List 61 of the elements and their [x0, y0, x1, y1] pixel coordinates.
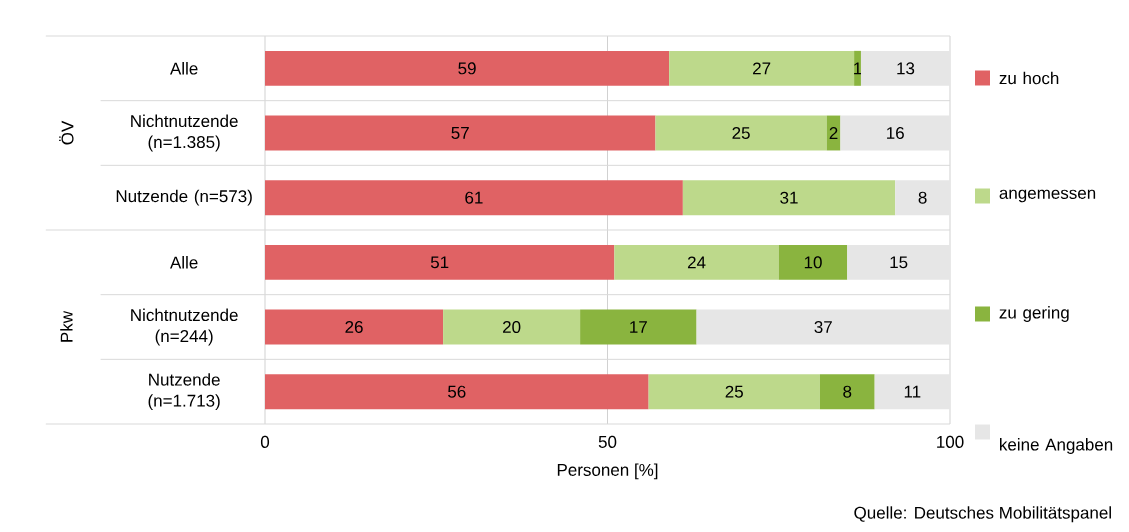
data-label: 25: [725, 385, 743, 398]
bar: [265, 309, 444, 345]
bar: [840, 115, 951, 151]
bar: [874, 374, 951, 410]
y-tick-label: Nichtnutzende (n=1.385): [131, 114, 238, 152]
data-label: 56: [448, 385, 466, 398]
bar: [580, 309, 697, 345]
text: Pkw: [60, 310, 73, 342]
bar: [265, 374, 649, 410]
bar: [648, 374, 820, 410]
data-label: 20: [503, 320, 521, 334]
bar: [265, 244, 615, 280]
data-label: 10: [804, 256, 822, 269]
data-label: 51: [430, 256, 449, 269]
data-label: 15: [890, 256, 908, 269]
bar: [265, 115, 656, 151]
bar: [819, 374, 875, 410]
bar: [778, 244, 848, 280]
data-label: 27: [753, 62, 771, 75]
y-tick-label: Alle: [169, 256, 198, 269]
bar: [860, 50, 951, 86]
text: keine Angaben: [1000, 438, 1113, 454]
x-tick-label: 50: [598, 435, 617, 448]
data-label: 37: [814, 320, 832, 334]
legend-label: zu hoch: [999, 71, 1059, 85]
data-label: 61: [465, 191, 483, 204]
x-tick-label: 100: [937, 435, 964, 448]
data-label: 57: [451, 127, 469, 139]
y-tick-label: Nutzende (n=573): [116, 189, 252, 206]
data-label: 8: [918, 191, 927, 204]
y-tick-label: Nutzende (n=1.713): [148, 373, 220, 411]
bar: [682, 180, 896, 216]
text: ÖV: [59, 120, 74, 145]
source-note: Quelle: Deutsches Mobilitätspanel: [854, 506, 1111, 523]
data-label: 17: [630, 321, 647, 333]
data-label: 16: [887, 126, 904, 140]
data-label: 31: [780, 191, 798, 204]
x-tick-label: 0: [260, 435, 270, 448]
data-label: 25: [732, 126, 750, 140]
y-tick-label: Nichtnutzende (n=244): [131, 308, 238, 346]
data-label: 24: [687, 256, 706, 269]
data-label: 59: [458, 62, 476, 75]
bar: [614, 244, 779, 280]
bar: [847, 244, 951, 280]
data-label: 26: [345, 320, 363, 334]
bar: [265, 180, 683, 216]
legend-label: zu gering: [999, 306, 1069, 322]
y-tick-label: Alle: [169, 62, 198, 75]
bar: [669, 50, 855, 86]
bar: [696, 309, 951, 345]
data-label: 1: [854, 62, 862, 75]
bar: [895, 180, 951, 216]
x-axis-title: Personen [%]: [557, 463, 658, 480]
bar: [443, 309, 581, 345]
legend-label: angemessen: [999, 189, 1096, 203]
bar: [655, 115, 827, 151]
bar: [265, 50, 670, 86]
data-label: 13: [897, 62, 915, 75]
data-label: 11: [904, 385, 921, 398]
data-label: 8: [843, 385, 852, 398]
data-label: 2: [829, 127, 838, 139]
